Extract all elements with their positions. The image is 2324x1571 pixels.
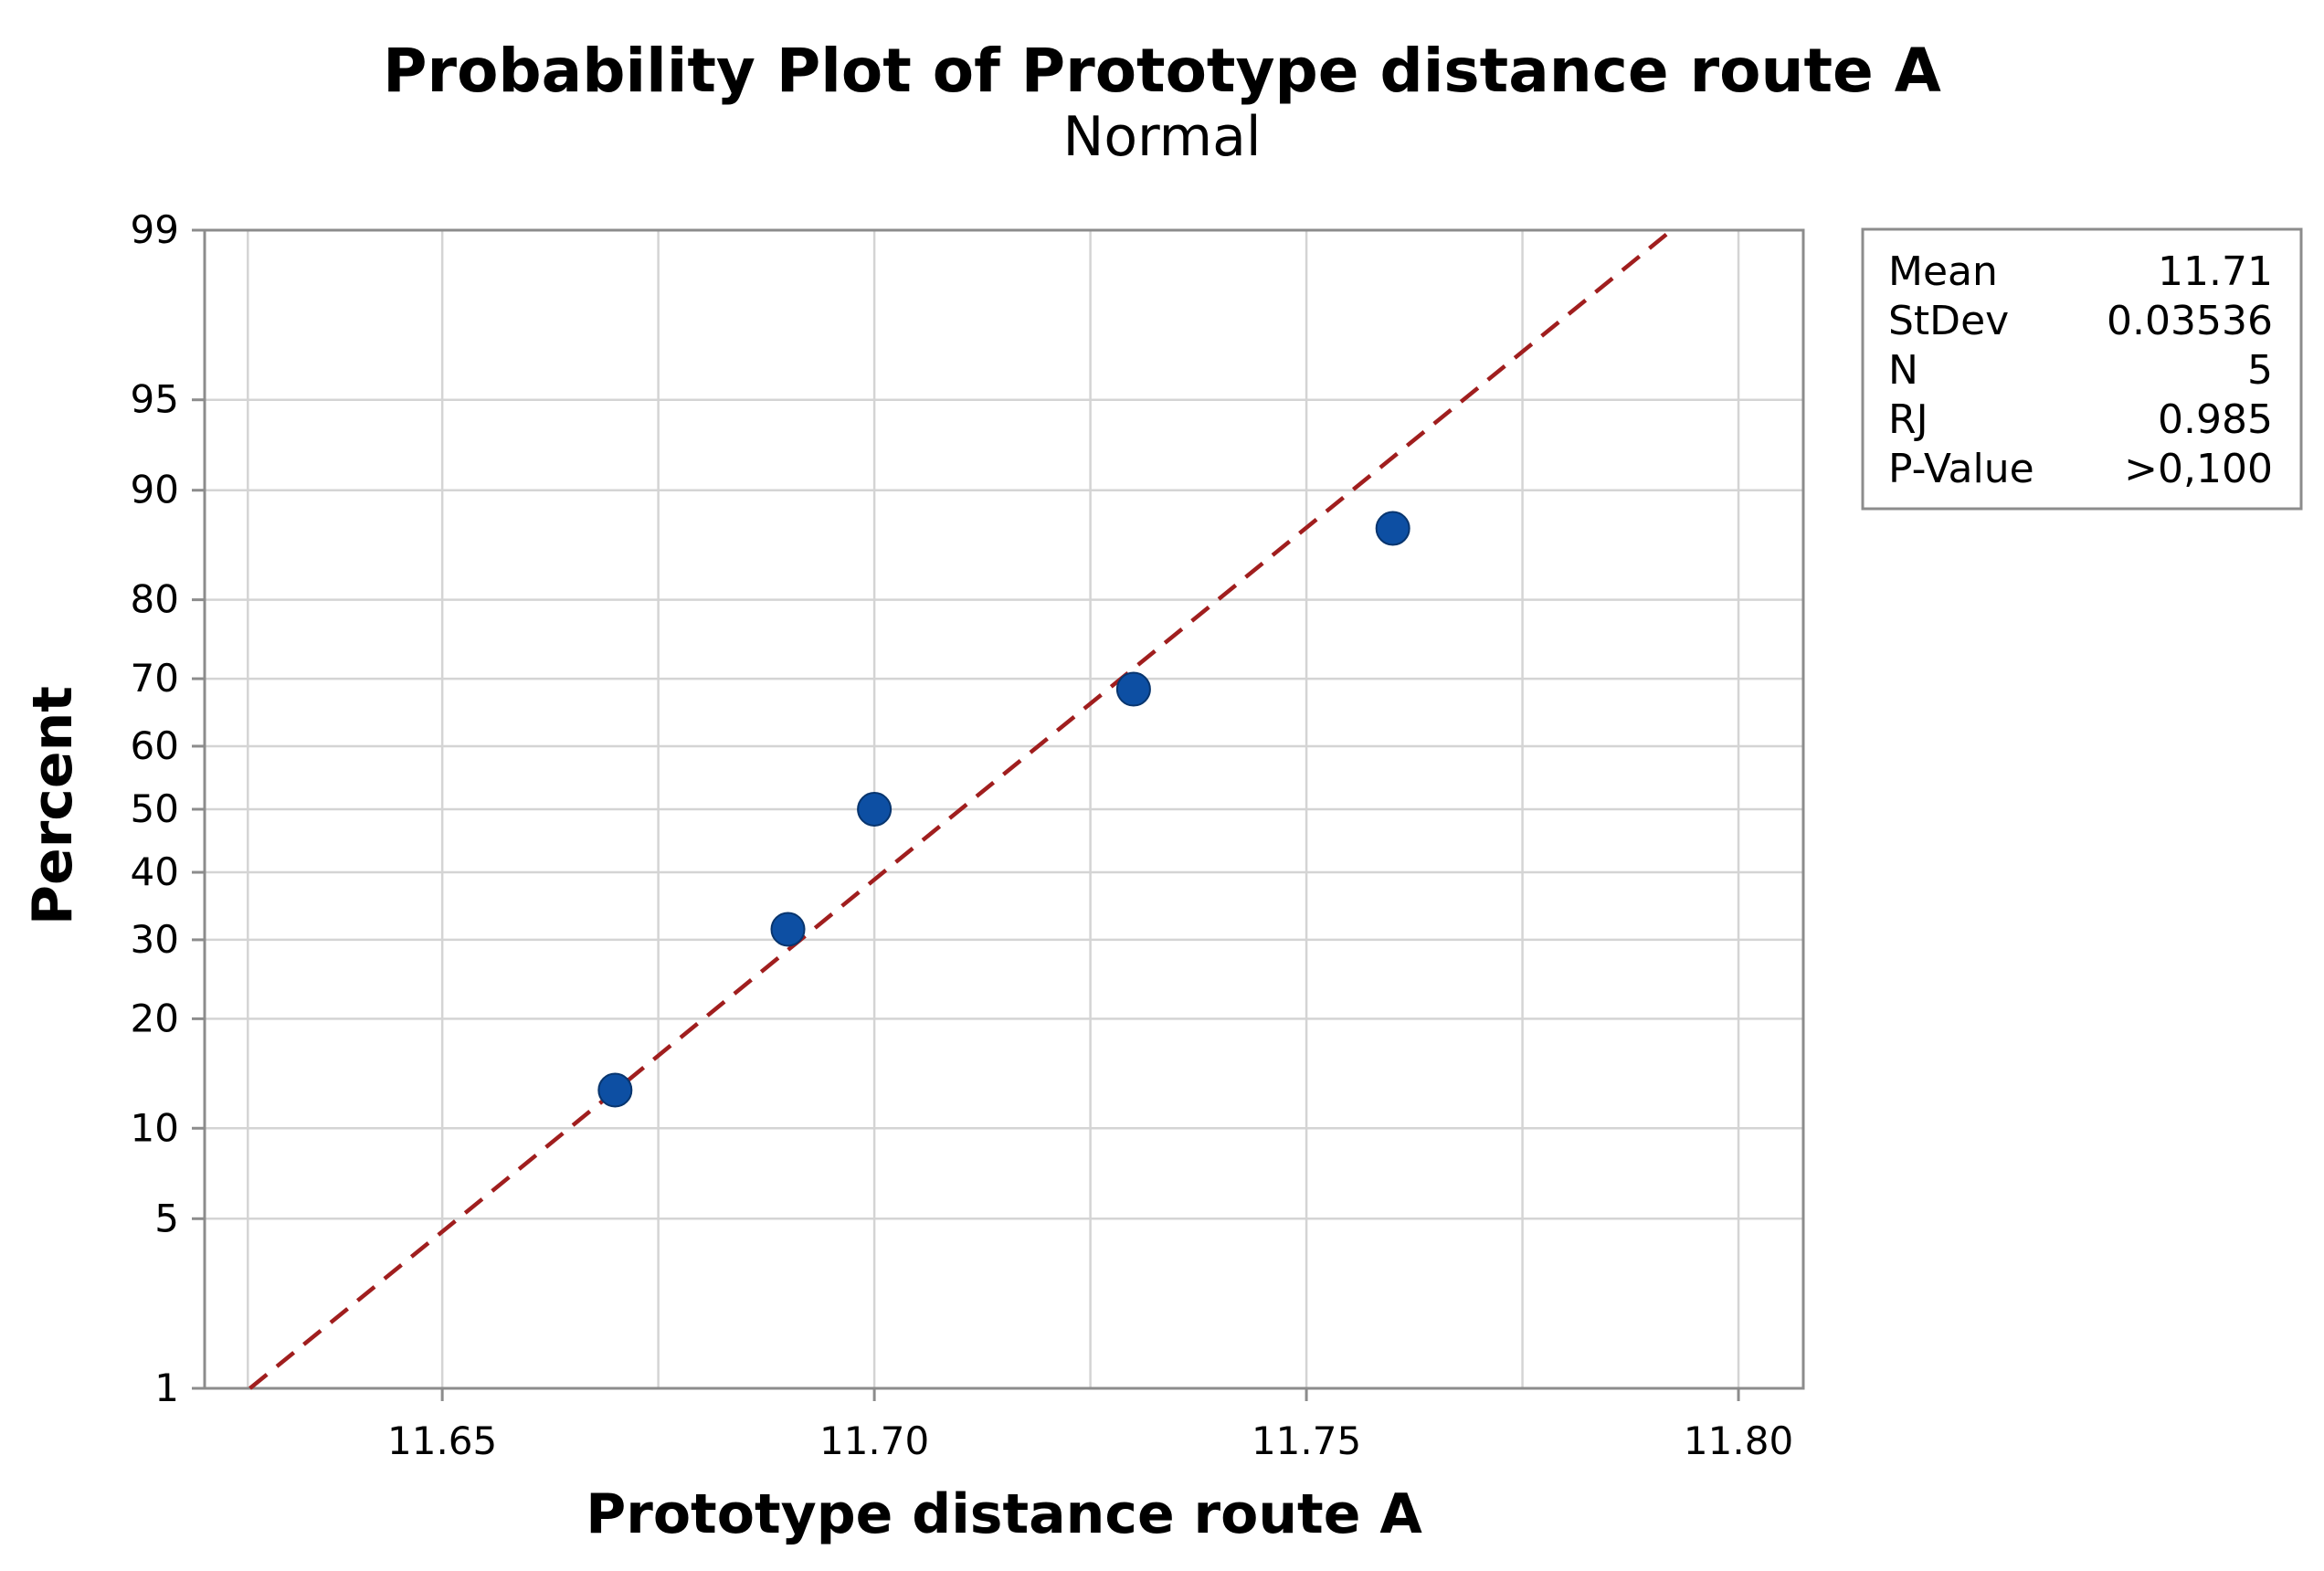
y-axis-label: Percent [21,686,85,925]
x-tick-label: 11.70 [819,1418,929,1463]
data-point [1375,511,1410,546]
data-point [770,912,806,947]
y-tick-label: 40 [131,849,179,894]
stat-value-mean: 11.71 [2158,248,2273,295]
y-tick-label: 20 [131,996,179,1040]
y-tick-label: 1 [154,1365,179,1410]
chart-title: Probability Plot of Prototype distance r… [383,36,1941,106]
y-tick-label: 95 [131,377,179,422]
data-points [597,511,1410,1108]
data-point [597,1072,633,1108]
y-tick-label: 5 [154,1196,179,1240]
chart-subtitle: Normal [1062,105,1261,169]
y-tick-label: 10 [131,1105,179,1150]
stat-label-mean: Mean [1888,248,1998,295]
fit-line-group [248,228,1674,1390]
stat-label-stdev: StDev [1888,298,2009,344]
axis-ticks: 11.65 11.70 11.75 11.80 1 5 10 20 30 40 50 60 70 80 90… [131,207,1794,1463]
fit-line [248,228,1674,1390]
stats-box: Mean 11.71 StDev 0.03536 N 5 RJ 0.985 P-… [1861,227,2303,511]
grid-lines [205,228,1803,1390]
stat-label-rj: RJ [1888,396,1928,443]
y-tick-label: 80 [131,577,179,622]
stat-label-n: N [1888,347,1918,394]
stat-value-n: 5 [2247,347,2273,394]
stat-value-rj: 0.985 [2158,396,2273,443]
x-tick-label: 11.75 [1252,1418,1361,1463]
data-point [857,792,893,827]
x-tick-label: 11.65 [387,1418,497,1463]
y-tick-label: 90 [131,468,179,512]
y-tick-label: 50 [131,786,179,831]
stats-box-frame [1861,227,2303,511]
stat-label-p-value: P-Value [1888,446,2034,492]
y-tick-label: 30 [131,917,179,962]
y-tick-label: 70 [131,656,179,701]
stat-value-p-value: >0,100 [2124,446,2273,492]
y-tick-label: 99 [131,207,179,252]
y-tick-label: 60 [131,723,179,768]
stat-value-stdev: 0.03536 [2107,298,2273,344]
data-point [1115,671,1151,707]
x-tick-label: 11.80 [1684,1418,1793,1463]
x-axis-label: Prototype distance route A [586,1482,1422,1546]
